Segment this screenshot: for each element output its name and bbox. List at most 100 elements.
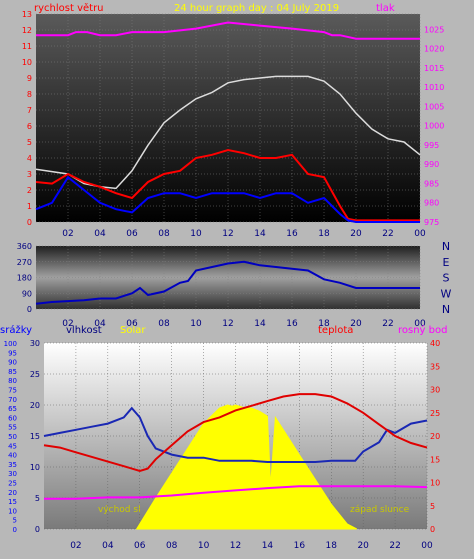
x-tick-label: 16 xyxy=(286,229,298,239)
y-temperature-tick-label: 35 xyxy=(430,362,440,371)
compass-direction-label: E xyxy=(443,256,450,269)
y-rain-tick-label: 65 xyxy=(8,405,17,413)
rain-axis-label: srážky xyxy=(0,324,32,336)
y-right-tick-label: 1020 xyxy=(424,45,444,54)
y-left-tick-label: 5 xyxy=(27,138,32,147)
y-rain-tick-label: 20 xyxy=(8,489,17,497)
y-left-tick-label: 2 xyxy=(27,186,32,195)
x-tick-label: 08 xyxy=(158,229,170,239)
y-humidity-tick-label: 25 xyxy=(30,370,40,379)
x-tick-label: 14 xyxy=(262,541,274,551)
y-right-tick-label: 1025 xyxy=(424,25,444,34)
compass-direction-label: N xyxy=(442,303,450,316)
wind-pressure-ticks: 02 04 06 08 10 12 14 16 18 20 22 000123456789101112… xyxy=(22,10,445,239)
compass-direction-label: N xyxy=(442,240,450,253)
wind-direction-series xyxy=(35,260,420,305)
y-rain-tick-label: 25 xyxy=(8,480,17,488)
x-tick-label: 18 xyxy=(318,229,330,239)
x-tick-label: 10 xyxy=(190,319,202,329)
y-rain-tick-label: 95 xyxy=(8,349,17,357)
series-line xyxy=(35,260,420,305)
y-left-tick-label: 270 xyxy=(17,258,32,267)
wind-pressure-plot-area xyxy=(36,14,420,222)
y-left-tick-label: 8 xyxy=(27,90,32,99)
wind-pressure-series xyxy=(35,21,421,223)
y-humidity-tick-label: 20 xyxy=(30,401,40,410)
y-temperature-tick-label: 30 xyxy=(430,386,440,395)
y-left-tick-label: 3 xyxy=(27,170,32,179)
x-tick-label: 04 xyxy=(94,229,106,239)
x-tick-label: 20 xyxy=(350,229,362,239)
x-tick-label: 14 xyxy=(254,229,266,239)
y-left-tick-label: 0 xyxy=(27,305,32,314)
y-temperature-tick-label: 10 xyxy=(430,479,440,488)
x-tick-label: 16 xyxy=(286,319,298,329)
solar-label: Solar xyxy=(120,325,146,336)
y-right-tick-label: 985 xyxy=(424,179,439,188)
x-tick-label: 22 xyxy=(382,319,393,329)
x-tick-label: 10 xyxy=(190,229,202,239)
x-tick-label: 08 xyxy=(158,319,170,329)
y-left-tick-label: 11 xyxy=(22,42,32,51)
x-tick-label: 02 xyxy=(70,541,81,551)
wind-pressure-grid xyxy=(36,13,421,223)
y-rain-tick-label: 80 xyxy=(8,377,17,385)
series-line xyxy=(35,75,421,190)
y-right-tick-label: 975 xyxy=(424,218,439,227)
y-humidity-tick-label: 0 xyxy=(35,525,40,534)
series-line xyxy=(43,393,428,472)
series-line xyxy=(35,175,420,223)
y-left-tick-label: 10 xyxy=(22,58,32,67)
x-tick-label: 02 xyxy=(62,229,73,239)
x-tick-label: 00 xyxy=(414,229,426,239)
y-rain-tick-label: 75 xyxy=(8,387,17,395)
y-left-tick-label: 9 xyxy=(27,74,32,83)
y-right-tick-label: 1015 xyxy=(424,64,444,73)
y-rain-tick-label: 100 xyxy=(4,340,17,348)
x-tick-label: 06 xyxy=(126,229,138,239)
y-right-tick-label: 980 xyxy=(424,199,439,208)
x-tick-label: 12 xyxy=(222,319,233,329)
y-rain-tick-label: 15 xyxy=(8,498,17,506)
y-humidity-tick-label: 5 xyxy=(35,494,40,503)
x-tick-label: 12 xyxy=(230,541,241,551)
temperature-axis-label: teplota xyxy=(318,325,353,336)
x-tick-label: 22 xyxy=(389,541,400,551)
y-temperature-tick-label: 20 xyxy=(430,432,440,441)
y-humidity-tick-label: 15 xyxy=(30,432,40,441)
y-left-tick-label: 0 xyxy=(27,218,32,227)
y-temperature-tick-label: 0 xyxy=(430,525,435,534)
y-temperature-tick-label: 25 xyxy=(430,409,440,418)
y-left-tick-label: 6 xyxy=(27,122,32,131)
x-tick-label: 04 xyxy=(94,319,106,329)
x-tick-label: 00 xyxy=(414,319,426,329)
y-left-tick-label: 7 xyxy=(27,106,32,115)
y-right-tick-label: 1005 xyxy=(424,102,444,111)
x-tick-label: 20 xyxy=(357,541,369,551)
y-rain-tick-label: 35 xyxy=(8,461,17,469)
x-tick-label: 18 xyxy=(326,541,338,551)
wind-direction-grid xyxy=(36,245,421,310)
y-rain-tick-label: 40 xyxy=(8,452,17,460)
y-rain-tick-label: 5 xyxy=(13,517,17,525)
sunset-annotation: západ slunce xyxy=(350,505,410,515)
compass-direction-label: W xyxy=(441,287,452,300)
y-temperature-tick-label: 15 xyxy=(430,455,440,464)
y-rain-tick-label: 85 xyxy=(8,368,17,376)
y-rain-tick-label: 70 xyxy=(8,396,17,404)
x-tick-label: 18 xyxy=(318,319,330,329)
series-line xyxy=(36,21,420,40)
y-temperature-tick-label: 40 xyxy=(430,339,440,348)
y-temperature-tick-label: 5 xyxy=(430,502,435,511)
series-line xyxy=(44,485,428,500)
y-left-tick-label: 12 xyxy=(22,26,32,35)
x-tick-label: 02 xyxy=(62,319,73,329)
y-left-tick-label: 90 xyxy=(22,289,32,298)
series-line xyxy=(43,406,428,463)
x-tick-label: 22 xyxy=(382,229,393,239)
y-left-tick-label: 13 xyxy=(22,10,32,19)
y-rain-tick-label: 45 xyxy=(8,442,17,450)
